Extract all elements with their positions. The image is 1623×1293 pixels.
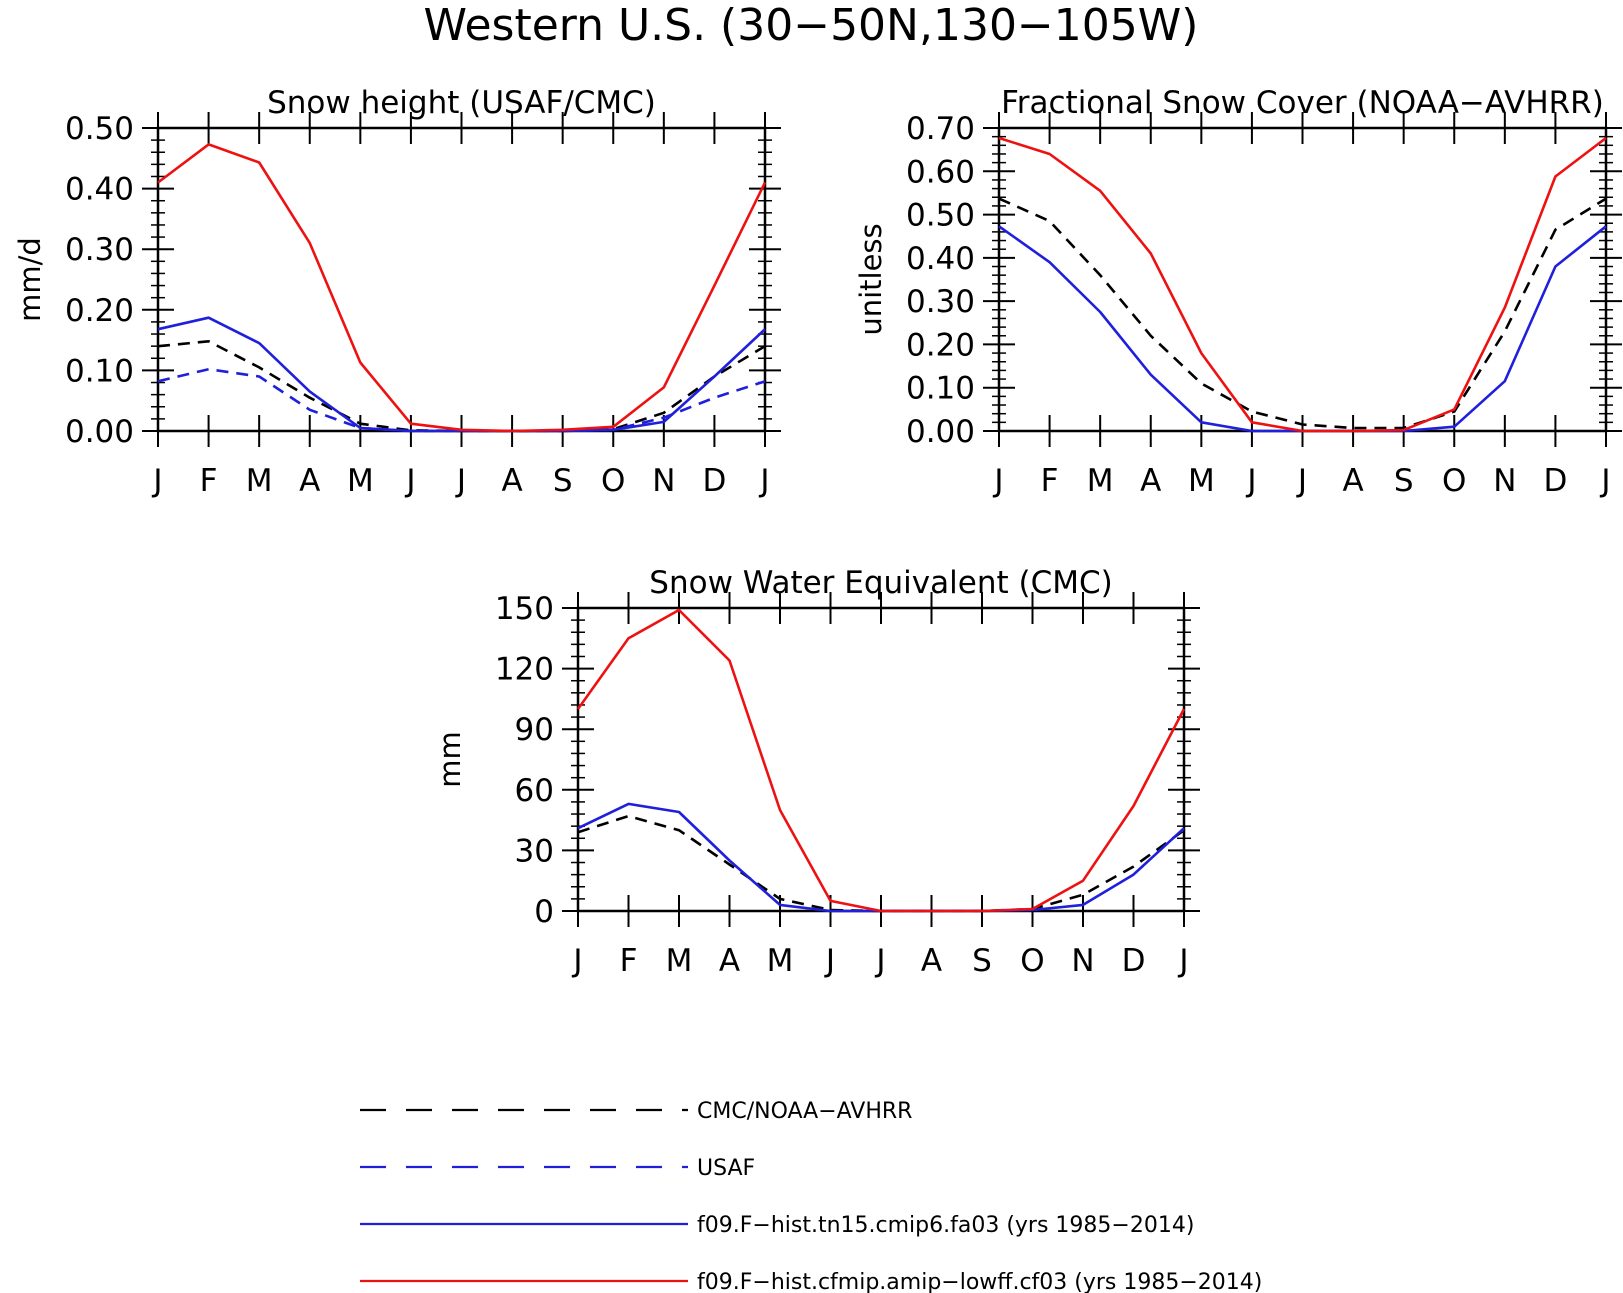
- y-axis-label: mm/d: [13, 237, 47, 322]
- legend-entry: f09.F−hist.cfmip.amip−lowff.cf03 (yrs 19…: [360, 1270, 1262, 1293]
- y-tick-label: 0.40: [906, 241, 975, 277]
- y-tick-label: 150: [495, 591, 554, 627]
- series-line-2: [157, 367, 766, 433]
- x-tick-label: J: [455, 463, 466, 499]
- x-tick-label: A: [501, 463, 522, 499]
- x-tick-label: F: [620, 943, 638, 979]
- chart-panel-3: Snow Water Equivalent (CMC)mm03060901201…: [433, 565, 1200, 979]
- x-tick-label: O: [1020, 943, 1044, 979]
- legend-entry: CMC/NOAA−AVHRR: [360, 1099, 912, 1124]
- y-tick-label: 0.20: [65, 293, 134, 329]
- y-tick-label: 0.50: [906, 198, 975, 234]
- series-line-3: [576, 608, 1186, 913]
- figure-title: Western U.S. (30−50N,130−105W): [424, 0, 1199, 51]
- x-tick-label: S: [972, 943, 992, 979]
- x-tick-label: M: [666, 943, 693, 979]
- x-tick-label: J: [151, 463, 162, 499]
- y-tick-label: 30: [515, 833, 554, 869]
- x-tick-label: J: [874, 943, 885, 979]
- series-line-3: [998, 136, 1607, 433]
- y-axis-label: unitless: [854, 223, 888, 335]
- y-tick-label: 0: [534, 894, 554, 930]
- x-tick-label: D: [1122, 943, 1146, 979]
- y-tick-label: 0.70: [906, 111, 975, 147]
- x-tick-label: N: [1493, 463, 1516, 499]
- x-tick-label: O: [601, 463, 625, 499]
- x-tick-label: F: [1041, 463, 1059, 499]
- series-line-2: [998, 225, 1607, 433]
- legend: CMC/NOAA−AVHRR USAF f09.F−hist.tn15.cmip6.…: [360, 1099, 1262, 1293]
- x-tick-label: J: [571, 943, 582, 979]
- series-line-2: [577, 802, 1185, 913]
- y-tick-label: 0.40: [65, 172, 134, 208]
- x-tick-label: J: [758, 463, 769, 499]
- chart-panel-2: Fractional Snow Cover (NOAA−AVHRR)unitle…: [854, 85, 1622, 499]
- x-tick-label: N: [652, 463, 675, 499]
- x-tick-label: M: [246, 463, 273, 499]
- x-tick-label: M: [1087, 463, 1114, 499]
- x-tick-label: M: [1188, 463, 1215, 499]
- legend-entry: f09.F−hist.tn15.cmip6.fa03 (yrs 1985−201…: [360, 1213, 1194, 1238]
- x-tick-label: F: [200, 463, 218, 499]
- x-tick-label: A: [719, 943, 740, 979]
- y-tick-label: 0.10: [906, 371, 975, 407]
- legend-label: USAF: [697, 1156, 755, 1181]
- y-tick-label: 0.30: [906, 284, 975, 320]
- x-tick-label: S: [553, 463, 573, 499]
- x-tick-label: D: [702, 463, 726, 499]
- x-tick-label: A: [299, 463, 320, 499]
- series-line-1: [998, 197, 1607, 430]
- x-tick-label: J: [1599, 463, 1610, 499]
- series-line-3: [157, 316, 766, 433]
- x-tick-label: S: [1394, 463, 1414, 499]
- x-tick-label: N: [1071, 943, 1094, 979]
- x-tick-label: A: [1140, 463, 1161, 499]
- legend-entry: USAF: [360, 1156, 755, 1181]
- x-tick-label: J: [1177, 943, 1188, 979]
- x-tick-label: J: [404, 463, 415, 499]
- x-tick-label: D: [1543, 463, 1567, 499]
- plot-frame: [156, 126, 767, 433]
- y-tick-label: 0.30: [65, 232, 134, 268]
- x-tick-label: O: [1442, 463, 1466, 499]
- y-tick-label: 0.50: [65, 111, 134, 147]
- legend-label: CMC/NOAA−AVHRR: [697, 1099, 912, 1124]
- y-tick-label: 60: [515, 773, 554, 809]
- x-tick-label: J: [1245, 463, 1256, 499]
- y-tick-label: 0.10: [65, 353, 134, 389]
- y-axis-label: mm: [433, 731, 467, 788]
- y-tick-label: 0.00: [65, 414, 134, 450]
- y-tick-label: 0.00: [906, 414, 975, 450]
- x-tick-label: A: [1342, 463, 1363, 499]
- x-tick-label: M: [347, 463, 374, 499]
- legend-label: f09.F−hist.tn15.cmip6.fa03 (yrs 1985−201…: [697, 1213, 1194, 1238]
- x-tick-label: J: [1296, 463, 1307, 499]
- x-tick-label: J: [992, 463, 1003, 499]
- y-tick-label: 90: [515, 712, 554, 748]
- legend-label: f09.F−hist.cfmip.amip−lowff.cf03 (yrs 19…: [697, 1270, 1262, 1293]
- y-tick-label: 0.20: [906, 327, 975, 363]
- chart-panel-1: Snow height (USAF/CMC)mm/d0.000.100.200.…: [13, 85, 781, 499]
- series-line-4: [157, 143, 767, 433]
- x-tick-label: A: [921, 943, 942, 979]
- x-tick-label: M: [767, 943, 794, 979]
- x-tick-label: J: [824, 943, 835, 979]
- y-tick-label: 0.60: [906, 154, 975, 190]
- y-tick-label: 120: [495, 652, 554, 688]
